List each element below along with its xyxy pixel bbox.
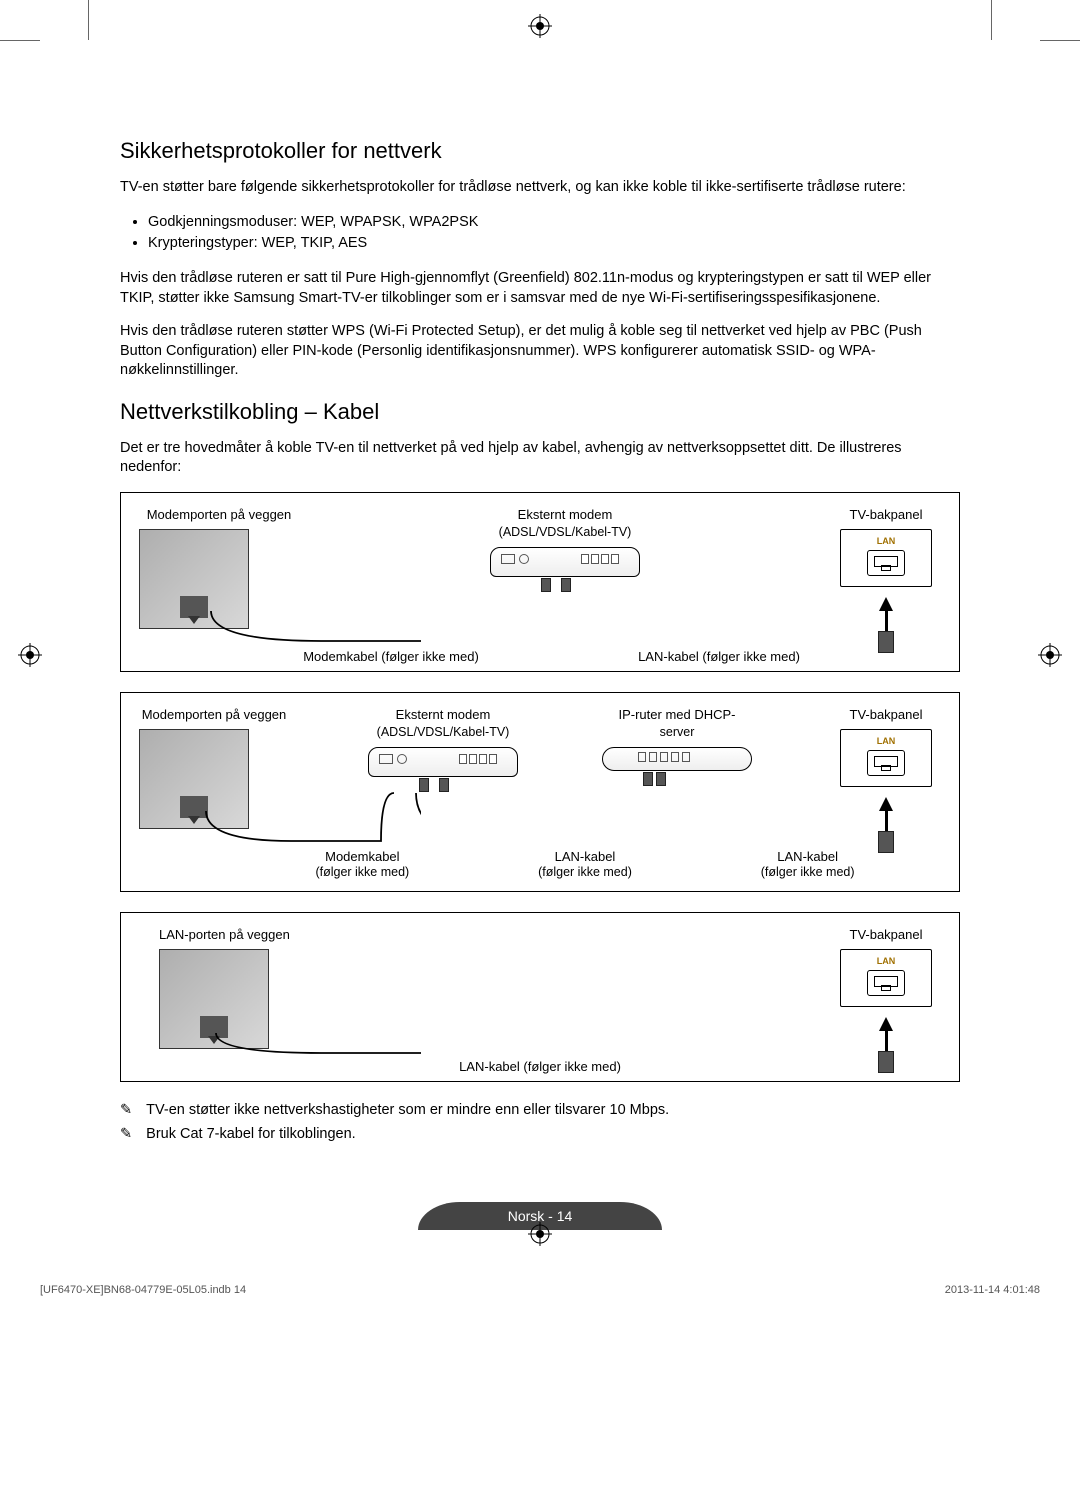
modem-icon	[490, 547, 640, 577]
list-item: Krypteringstyper: WEP, TKIP, AES	[148, 233, 960, 255]
lan-label: LAN	[847, 956, 925, 967]
router-icon	[602, 747, 752, 771]
tv-back-panel: LAN	[840, 729, 932, 786]
wall-port-icon	[159, 949, 269, 1049]
intro-paragraph: Det er tre hovedmåter å koble TV-en til …	[120, 439, 960, 478]
tv-back-panel: LAN	[840, 949, 932, 1006]
modem-sub-label: (ADSL/VDSL/Kabel-TV)	[363, 725, 523, 741]
arrow-up-icon	[879, 597, 893, 611]
heading-security-protocols: Sikkerhetsprotokoller for nettverk	[120, 138, 960, 164]
cable-label: Modemkabel (følger ikke med)	[271, 649, 511, 665]
print-metadata: [UF6470-XE]BN68-04779E-05L05.indb 14 201…	[0, 1270, 1080, 1310]
router-sub-label: server	[597, 725, 757, 741]
tv-panel-label: TV-bakpanel	[831, 707, 941, 723]
cable-sub-label: (følger ikke med)	[761, 865, 855, 881]
diagram-lan-direct: LAN-porten på veggen TV-bakpanel LAN LAN…	[120, 912, 960, 1082]
cable-label: LAN-kabel (følger ikke med)	[121, 1059, 959, 1075]
wall-label: Modemporten på veggen	[139, 707, 289, 723]
modem-sub-label: (ADSL/VDSL/Kabel-TV)	[475, 525, 655, 541]
intro-paragraph: TV-en støtter bare følgende sikkerhetspr…	[120, 178, 960, 198]
rj45-plug-icon	[878, 631, 894, 653]
arrow-up-icon	[879, 797, 893, 811]
cable-label: Modemkabel	[315, 849, 409, 865]
diagram-modem-router: Modemporten på veggen Eksternt modem (AD…	[120, 692, 960, 892]
modem-label: Eksternt modem	[363, 707, 523, 723]
note-text: TV-en støtter ikke nettverkshastigheter …	[146, 1102, 669, 1118]
modem-label: Eksternt modem	[475, 507, 655, 523]
tv-panel-label: TV-bakpanel	[831, 507, 941, 523]
wall-port-icon	[139, 529, 249, 629]
lan-label: LAN	[847, 736, 925, 747]
cable-sub-label: (følger ikke med)	[315, 865, 409, 881]
note-icon: ✎	[120, 1126, 132, 1142]
lan-port-icon	[867, 550, 905, 576]
diagram-modem-direct: Modemporten på veggen Eksternt modem (AD…	[120, 492, 960, 672]
wall-port-icon	[139, 729, 249, 829]
tv-panel-label: TV-bakpanel	[831, 927, 941, 943]
body-paragraph: Hvis den trådløse ruteren støtter WPS (W…	[120, 322, 960, 381]
modem-icon	[368, 747, 518, 777]
wall-label: Modemporten på veggen	[139, 507, 299, 523]
cable-label: LAN-kabel	[538, 849, 632, 865]
lan-label: LAN	[847, 536, 925, 547]
lan-port-icon	[867, 750, 905, 776]
arrow-up-icon	[879, 1017, 893, 1031]
list-item: Godkjenningsmoduser: WEP, WPAPSK, WPA2PS…	[148, 212, 960, 234]
page-content: Sikkerhetsprotokoller for nettverk TV-en…	[0, 0, 1080, 1270]
cable-sub-label: (følger ikke med)	[538, 865, 632, 881]
note-line: ✎ TV-en støtter ikke nettverkshastighete…	[120, 1102, 960, 1118]
wall-label: LAN-porten på veggen	[159, 927, 329, 943]
protocol-list: Godkjenningsmoduser: WEP, WPAPSK, WPA2PS…	[148, 212, 960, 256]
note-text: Bruk Cat 7-kabel for tilkoblingen.	[146, 1126, 356, 1142]
cable-label: LAN-kabel (følger ikke med)	[609, 649, 829, 665]
note-line: ✎ Bruk Cat 7-kabel for tilkoblingen.	[120, 1126, 960, 1142]
file-name: [UF6470-XE]BN68-04779E-05L05.indb 14	[40, 1284, 246, 1296]
print-timestamp: 2013-11-14 4:01:48	[945, 1284, 1040, 1296]
heading-wired-connection: Nettverkstilkobling – Kabel	[120, 399, 960, 425]
router-label: IP-ruter med DHCP-	[597, 707, 757, 723]
registration-mark-icon	[528, 1222, 552, 1246]
body-paragraph: Hvis den trådløse ruteren er satt til Pu…	[120, 269, 960, 308]
note-icon: ✎	[120, 1102, 132, 1118]
lan-port-icon	[867, 970, 905, 996]
cable-label: LAN-kabel	[761, 849, 855, 865]
tv-back-panel: LAN	[840, 529, 932, 586]
